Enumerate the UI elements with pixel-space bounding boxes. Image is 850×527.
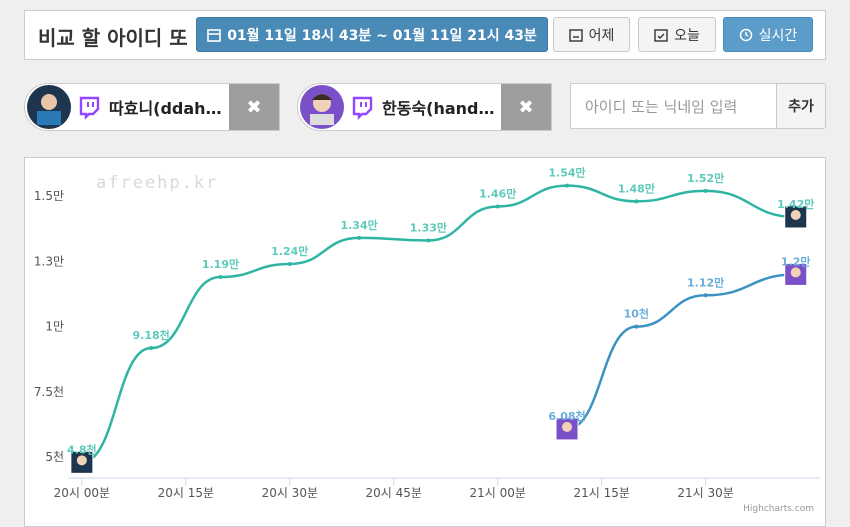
data-point	[287, 261, 292, 266]
value-label: 1.46만	[479, 187, 516, 201]
data-point	[357, 235, 362, 240]
calendar-icon	[207, 28, 221, 42]
tag-icons	[300, 85, 373, 129]
x-tick-label: 20시 00분	[54, 486, 110, 500]
avatar-marker	[70, 450, 94, 474]
date-range: 01월 11일 18시 43분 ~ 01월 11일 21시 43분	[227, 27, 537, 44]
value-label: 1.54만	[548, 166, 585, 180]
value-label: 1.2만	[781, 254, 811, 268]
chart-panel	[24, 157, 826, 527]
calendar-icon	[654, 28, 668, 42]
value-label: 4.8천	[67, 442, 97, 456]
x-tick-label: 20시 30분	[262, 486, 318, 500]
watermark: afreehp.kr	[96, 173, 218, 193]
calendar-icon	[568, 28, 583, 42]
avatar-face	[790, 209, 801, 220]
streamer-tag: 따효니(ddah… ✖	[24, 83, 280, 131]
value-label: 1.24만	[271, 244, 308, 258]
value-label: 1.48만	[618, 181, 655, 195]
add-button[interactable]: 추가	[776, 83, 826, 129]
value-label: 1.33만	[410, 220, 447, 234]
date-range-button[interactable]: 01월 11일 18시 43분 ~ 01월 11일 21시 43분	[196, 17, 548, 52]
data-point	[426, 238, 431, 243]
value-label: 1.19만	[202, 257, 239, 271]
x-tick-label: 20시 45분	[366, 486, 422, 500]
value-label: 9.18천	[133, 328, 170, 342]
value-label: 10천	[624, 307, 649, 321]
clock-icon	[739, 28, 752, 41]
data-point	[703, 293, 708, 298]
remove-button[interactable]: ✖	[229, 84, 279, 130]
button-label: 오늘	[674, 27, 700, 44]
x-tick-label: 21시 30분	[677, 486, 733, 500]
data-point	[634, 199, 639, 204]
yesterday-button[interactable]: 어제	[553, 17, 630, 52]
button-label: 어제	[588, 27, 615, 44]
title: 비교 할 아이디 또	[38, 26, 188, 50]
y-tick-label: 1만	[45, 320, 64, 334]
data-point	[703, 188, 708, 193]
tag-icons	[27, 85, 100, 129]
streamer-name: 따효니(ddah…	[109, 99, 222, 118]
x-tick-label: 21시 00분	[469, 486, 525, 500]
y-tick-label: 1.3만	[34, 254, 64, 268]
avatar-face	[76, 455, 87, 466]
series-line	[81, 184, 796, 464]
x-tick-label: 20시 15분	[158, 486, 214, 500]
avatar-face	[790, 267, 801, 278]
remove-button[interactable]: ✖	[501, 84, 551, 130]
data-point	[495, 204, 500, 209]
credits: Highcharts.com	[743, 504, 814, 514]
series-line	[566, 273, 796, 431]
data-point	[149, 346, 154, 351]
value-label: 1.42만	[777, 197, 814, 211]
y-tick-label: 7.5천	[34, 384, 64, 399]
value-label: 1.34만	[340, 218, 377, 232]
y-tick-label: 1.5만	[34, 189, 64, 203]
streamer-name: 한동숙(hand…	[382, 99, 495, 118]
streamer-tag: 한동숙(hand… ✖	[297, 83, 552, 131]
data-point	[634, 324, 639, 329]
button-label: 실시간	[758, 27, 798, 44]
value-label: 1.52만	[687, 171, 724, 185]
data-point	[218, 275, 223, 280]
avatar-face	[562, 421, 573, 432]
avatar-marker	[784, 205, 808, 229]
value-label: 6.08천	[548, 409, 585, 423]
value-label: 1.12만	[687, 275, 724, 289]
search-input[interactable]: 아이디 또는 닉네임 입력	[570, 83, 777, 129]
realtime-button[interactable]: 실시간	[723, 17, 813, 52]
y-tick-label: 5천	[45, 449, 64, 464]
avatar-marker	[555, 417, 579, 441]
data-point	[565, 183, 570, 188]
avatar-marker	[784, 262, 808, 286]
x-tick-label: 21시 15분	[573, 486, 629, 500]
today-button[interactable]: 오늘	[638, 17, 716, 52]
